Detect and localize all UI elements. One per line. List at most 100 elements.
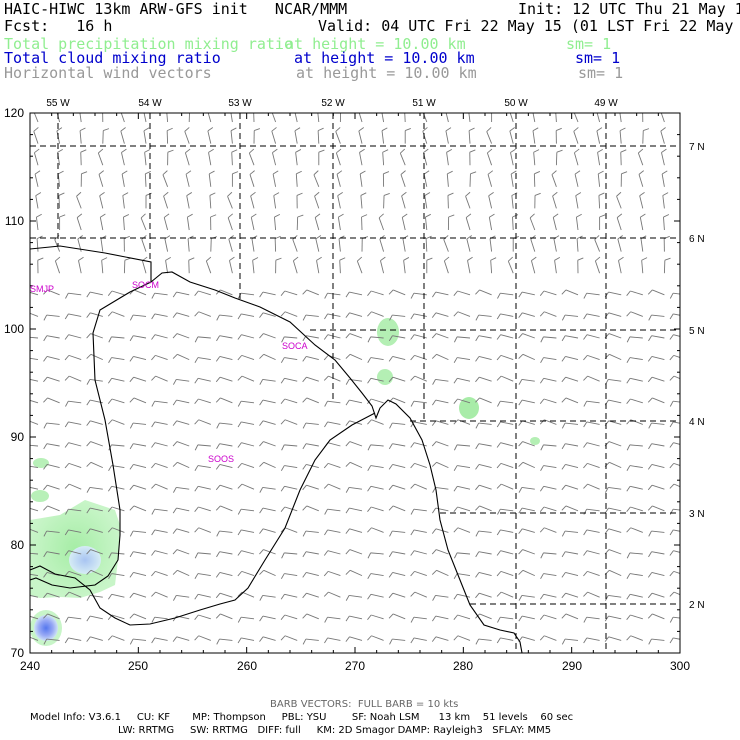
wind-barb-flag xyxy=(518,507,523,514)
precip-area-offshore-1 xyxy=(377,318,399,346)
precip-area-offshore-4 xyxy=(530,437,540,445)
wind-barb-flag xyxy=(345,507,350,514)
wind-barb-shaft xyxy=(46,551,60,555)
wind-barb-shaft xyxy=(316,260,320,274)
wind-barb-shaft xyxy=(46,572,60,577)
wind-barb-shaft xyxy=(133,376,147,382)
wind-barb-flag xyxy=(86,333,91,339)
wind-barb-flag xyxy=(496,463,502,469)
wind-barb-shaft xyxy=(336,174,341,187)
wind-barb-flag xyxy=(207,106,212,110)
wind-barb-flag xyxy=(367,486,372,492)
wind-barb-shaft xyxy=(284,485,298,490)
wind-barb-flag xyxy=(151,659,155,664)
wind-barb-flag xyxy=(583,375,588,381)
wind-barb-flag xyxy=(272,170,279,175)
wind-barb-shaft xyxy=(176,420,190,425)
wind-barb-shaft xyxy=(89,507,103,512)
wind-barb-shaft xyxy=(457,465,471,469)
wind-barb-flag xyxy=(453,573,458,579)
wind-barb-shaft xyxy=(47,505,60,512)
wind-barb-shaft xyxy=(220,660,233,662)
wind-barb-shaft xyxy=(133,613,147,620)
wind-barb-flag xyxy=(107,506,113,512)
wind-barb-shaft xyxy=(30,291,39,296)
wind-barb-shaft xyxy=(414,550,427,555)
wind-barb-flag xyxy=(487,148,493,154)
wind-barb-shaft xyxy=(47,592,60,598)
wind-barb-flag xyxy=(410,617,415,623)
wind-barb-flag xyxy=(648,314,652,321)
cloud-area-2 xyxy=(34,615,58,641)
wind-barb-shaft xyxy=(111,290,125,296)
wind-barb-flag xyxy=(561,289,567,295)
wind-barb-shaft xyxy=(33,113,39,123)
wind-barb-shaft xyxy=(328,591,341,598)
wind-barb-shaft xyxy=(597,173,601,187)
wind-barb-shaft xyxy=(543,485,557,490)
wind-barb-shaft xyxy=(413,421,427,425)
wind-barb-shaft xyxy=(176,333,190,339)
wind-barb-flag xyxy=(215,613,221,619)
wind-barb-flag xyxy=(64,334,70,340)
wind-barb-flag xyxy=(626,573,631,579)
wind-barb-flag xyxy=(669,313,674,320)
wind-barb-flag xyxy=(453,635,459,641)
wind-barb-shaft xyxy=(661,173,665,187)
wind-barb-flag xyxy=(447,170,453,175)
wind-barb-flag xyxy=(669,483,675,489)
wind-barb-shaft xyxy=(133,356,147,361)
wind-barb-shaft xyxy=(335,152,341,166)
wind-barb-shaft xyxy=(219,422,233,425)
wind-barb-shaft xyxy=(523,658,535,662)
wind-barb-flag xyxy=(194,336,199,343)
init-time: Init: 12 UTC Thu 21 May 15 xyxy=(518,0,740,18)
precip-area-southwest xyxy=(30,500,120,598)
wind-barb-shaft xyxy=(468,130,471,144)
wind-barb-shaft xyxy=(586,637,600,641)
wind-barb-shaft xyxy=(573,131,579,144)
wind-barb-shaft xyxy=(423,173,428,187)
barb-legend: BARB VECTORS: FULL BARB = 10 kts xyxy=(270,699,459,710)
wind-barb-flag xyxy=(518,528,523,534)
wind-barb-shaft xyxy=(512,216,514,231)
wind-barb-shaft xyxy=(284,635,298,641)
wind-barb-flag xyxy=(597,148,603,153)
wind-barb-flag xyxy=(453,594,458,600)
wind-barb-shaft xyxy=(155,659,168,662)
wind-barb-shaft xyxy=(314,217,320,231)
wind-barb-shaft xyxy=(263,441,276,447)
wind-barb-flag xyxy=(497,293,501,299)
wind-barb-flag xyxy=(432,595,436,601)
wind-barb-flag xyxy=(669,421,674,428)
wind-barb-flag xyxy=(151,591,156,597)
wind-barb-flag xyxy=(303,660,306,665)
wind-barb-shaft xyxy=(479,376,492,382)
wind-barb-shaft xyxy=(79,113,82,123)
wind-barb-shaft xyxy=(630,635,643,641)
field-wind-name: Horizontal wind vectors xyxy=(4,64,212,82)
wind-barb-shaft xyxy=(46,464,60,469)
wind-barb-flag xyxy=(259,399,264,406)
wind-barb-shaft xyxy=(651,335,665,339)
wind-barb-flag xyxy=(497,659,501,664)
wind-barb-shaft xyxy=(522,549,535,555)
wind-barb-shaft xyxy=(263,569,276,577)
wind-barb-flag xyxy=(99,191,105,197)
wind-barb-flag xyxy=(626,552,631,559)
wind-barb-flag xyxy=(81,171,88,175)
wind-barb-shaft xyxy=(47,484,60,490)
wind-barb-flag xyxy=(323,463,329,469)
wind-barb-shaft xyxy=(446,152,449,166)
wind-barb-shaft xyxy=(68,313,82,317)
wind-barb-flag xyxy=(648,443,652,450)
wind-barb-shaft xyxy=(586,334,600,339)
wind-barb-flag xyxy=(648,551,652,558)
wind-barb-flag xyxy=(367,506,372,512)
wind-barb-flag xyxy=(561,443,566,450)
wind-barb-flag xyxy=(172,636,178,642)
wind-barb-flag xyxy=(647,592,653,599)
wind-barb-shaft xyxy=(651,314,665,317)
wind-barb-flag xyxy=(489,213,495,218)
wind-barb-flag xyxy=(302,422,307,429)
